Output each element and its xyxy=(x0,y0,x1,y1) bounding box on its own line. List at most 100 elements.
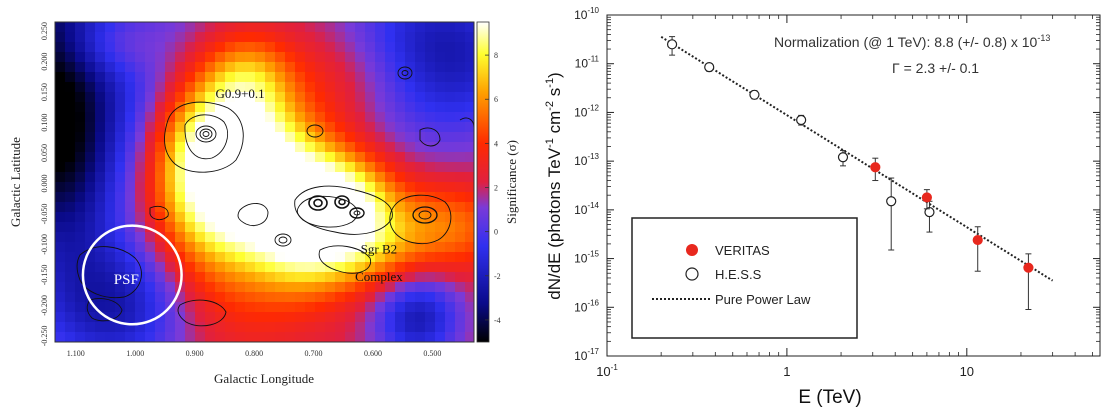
heatmap-cell xyxy=(335,312,346,323)
heatmap-cell xyxy=(145,22,156,33)
heatmap-cell xyxy=(225,272,236,283)
heatmap-cell xyxy=(355,322,366,333)
heatmap-cell xyxy=(325,112,336,123)
heatmap-cell xyxy=(185,192,196,203)
heatmap-cell xyxy=(235,282,246,293)
heatmap-cell xyxy=(215,132,226,143)
heatmap-cell xyxy=(385,102,396,113)
heatmap-cell xyxy=(195,192,206,203)
heatmap-cell xyxy=(55,232,66,243)
heatmap-cell xyxy=(285,202,296,213)
hess-point xyxy=(837,152,849,163)
heatmap-cell xyxy=(275,282,286,293)
heatmap-cell xyxy=(225,152,236,163)
heatmap-cell xyxy=(315,262,326,273)
heatmap-cell xyxy=(275,302,286,313)
heatmap-cell xyxy=(235,102,246,113)
heatmap-cell xyxy=(405,332,416,342)
heatmap-cell xyxy=(345,322,356,333)
heatmap-cell xyxy=(215,162,226,173)
heatmap-cell xyxy=(275,152,286,163)
heatmap-cell xyxy=(115,92,126,103)
veritas-point xyxy=(921,192,932,203)
heatmap-cell xyxy=(465,62,474,73)
heatmap-cell xyxy=(135,282,146,293)
heatmap-cell xyxy=(445,222,456,233)
heatmap-cell xyxy=(95,72,106,83)
heatmap-cell xyxy=(455,232,466,243)
heatmap-cell xyxy=(95,222,106,233)
heatmap-cell xyxy=(215,292,226,303)
heatmap-cell xyxy=(245,232,256,243)
heatmap-cell xyxy=(405,122,416,133)
heatmap-cell xyxy=(255,72,266,83)
heatmap-cell xyxy=(365,192,376,203)
heatmap-cell xyxy=(85,212,96,223)
heatmap-cell xyxy=(55,272,66,283)
heatmap-cell xyxy=(315,272,326,283)
heatmap-cell xyxy=(115,182,126,193)
heatmap-cell xyxy=(255,302,266,313)
heatmap-cell xyxy=(155,72,166,83)
heatmap-cell xyxy=(125,132,136,143)
heatmap-cell xyxy=(345,42,356,53)
heatmap-cell xyxy=(165,202,176,213)
heatmap-cell xyxy=(375,102,386,113)
heatmap-cell xyxy=(275,242,286,253)
heatmap-cell xyxy=(345,62,356,73)
heatmap-cell xyxy=(195,282,206,293)
heatmap-cell xyxy=(295,172,306,183)
heatmap-cell xyxy=(385,152,396,163)
heatmap-cell xyxy=(405,82,416,93)
heatmap-cell xyxy=(425,32,436,43)
heatmap-cell xyxy=(155,172,166,183)
heatmap-cell xyxy=(325,122,336,133)
heatmap-cell xyxy=(445,142,456,153)
heatmap-cell xyxy=(425,222,436,233)
heatmap-cell xyxy=(355,192,366,203)
heatmap-cell xyxy=(335,322,346,333)
heatmap-cell xyxy=(165,112,176,123)
heatmap-cell xyxy=(105,202,116,213)
heatmap-cell xyxy=(75,92,86,103)
heatmap-cell xyxy=(145,172,156,183)
heatmap-cell xyxy=(125,182,136,193)
heatmap-cell xyxy=(415,242,426,253)
heatmap-cell xyxy=(225,242,236,253)
heatmap-cell xyxy=(305,72,316,83)
heatmap-cell xyxy=(65,152,76,163)
heatmap-cell xyxy=(95,322,106,333)
heatmap-cell xyxy=(295,202,306,213)
heatmap-cell xyxy=(215,122,226,133)
heatmap-cell xyxy=(335,272,346,283)
heatmap-cell xyxy=(95,92,106,103)
heatmap-cell xyxy=(255,192,266,203)
heatmap-cell xyxy=(295,32,306,43)
heatmap-cell xyxy=(315,82,326,93)
heatmap-cell xyxy=(425,332,436,342)
heatmap-cell xyxy=(215,42,226,53)
heatmap-cell xyxy=(195,252,206,263)
heatmap-cell xyxy=(115,22,126,33)
heatmap-cell xyxy=(55,322,66,333)
heatmap-cell xyxy=(345,332,356,342)
heatmap-cell xyxy=(205,72,216,83)
heatmap-cell xyxy=(255,122,266,133)
heatmap-cell xyxy=(395,22,406,33)
heatmap-cell xyxy=(345,22,356,33)
heatmap-cell xyxy=(465,262,474,273)
heatmap-cell xyxy=(245,142,256,153)
heatmap-cell xyxy=(355,92,366,103)
heatmap-cell xyxy=(395,302,406,313)
heatmap-cell xyxy=(275,192,286,203)
heatmap-cell xyxy=(305,322,316,333)
map-x-tick-label: 0.600 xyxy=(364,349,382,358)
heatmap-cell xyxy=(265,302,276,313)
spectrum-points xyxy=(666,36,1034,311)
heatmap-cell xyxy=(265,312,276,323)
heatmap-cell xyxy=(375,82,386,93)
heatmap-cell xyxy=(175,292,186,303)
heatmap-cell xyxy=(365,92,376,103)
heatmap-cell xyxy=(85,42,96,53)
colorbar-label: Significance (σ) xyxy=(504,140,519,224)
